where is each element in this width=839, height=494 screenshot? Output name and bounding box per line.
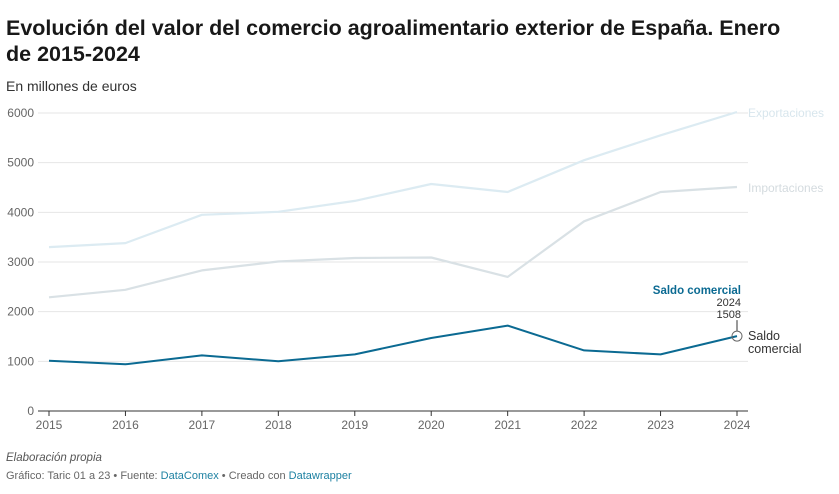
- y-tick-label: 3000: [7, 255, 34, 269]
- footer-graphic-text: Gráfico: Taric 01 a 23 • Fuente:: [6, 470, 161, 482]
- x-tick-label: 2017: [189, 418, 216, 432]
- series-line-exportaciones: [48, 110, 738, 249]
- x-tick-label: 2020: [418, 418, 445, 432]
- x-tick-label: 2024: [724, 418, 751, 432]
- x-tick-label: 2015: [36, 418, 63, 432]
- y-tick-label: 1000: [7, 354, 34, 368]
- series-lines: Exportaciones Importaciones Saldo comercial: [48, 106, 824, 366]
- x-tick-label: 2023: [647, 418, 674, 432]
- source-link[interactable]: DataComex: [160, 470, 219, 482]
- series-label-exportaciones: Exportaciones: [748, 106, 824, 120]
- annotation-group: Saldo comercial 2024 1508: [653, 285, 743, 342]
- y-tick-label: 0: [27, 404, 34, 418]
- footer-byline: Gráfico: Taric 01 a 23 • Fuente: DataCom…: [6, 470, 352, 482]
- series-label-importaciones: Importaciones: [748, 181, 823, 195]
- y-tick-label: 5000: [7, 156, 34, 170]
- annotation-title: Saldo comercial: [653, 285, 741, 297]
- x-tick-label: 2019: [341, 418, 368, 432]
- x-axis-tick-labels: 2015 2016 2017 2018 2019 2020 2021 2022 2023 2024: [36, 418, 751, 432]
- chart-footer: Elaboración propia Gráfico: Taric 01 a 2…: [6, 452, 352, 482]
- datawrapper-link[interactable]: Datawrapper: [288, 470, 352, 482]
- series-line-importaciones: [48, 185, 738, 299]
- chart-title: Evolución del valor del comercio agroali…: [6, 16, 781, 66]
- y-axis-tick-labels: 0 1000 2000 3000 4000 5000 6000: [7, 106, 34, 418]
- chart-subtitle: En millones de euros: [6, 78, 137, 94]
- x-tick-label: 2021: [494, 418, 521, 432]
- x-tick-label: 2018: [265, 418, 292, 432]
- series-line-saldo-comercial: [48, 324, 738, 366]
- grid-lines: [38, 112, 748, 416]
- series-label-saldo-comercial: Saldo comercial: [748, 329, 802, 356]
- annotation-year: 2024: [717, 297, 741, 309]
- footer-note: Elaboración propia: [6, 452, 102, 464]
- x-tick-label: 2022: [571, 418, 598, 432]
- x-tick-label: 2016: [112, 418, 139, 432]
- y-tick-label: 2000: [7, 305, 34, 319]
- footer-created-text: • Creado con: [218, 470, 289, 482]
- annotation-value: 1508: [717, 309, 741, 321]
- y-tick-label: 6000: [7, 106, 34, 120]
- y-tick-label: 4000: [7, 205, 34, 219]
- annotation-circle: [731, 330, 743, 342]
